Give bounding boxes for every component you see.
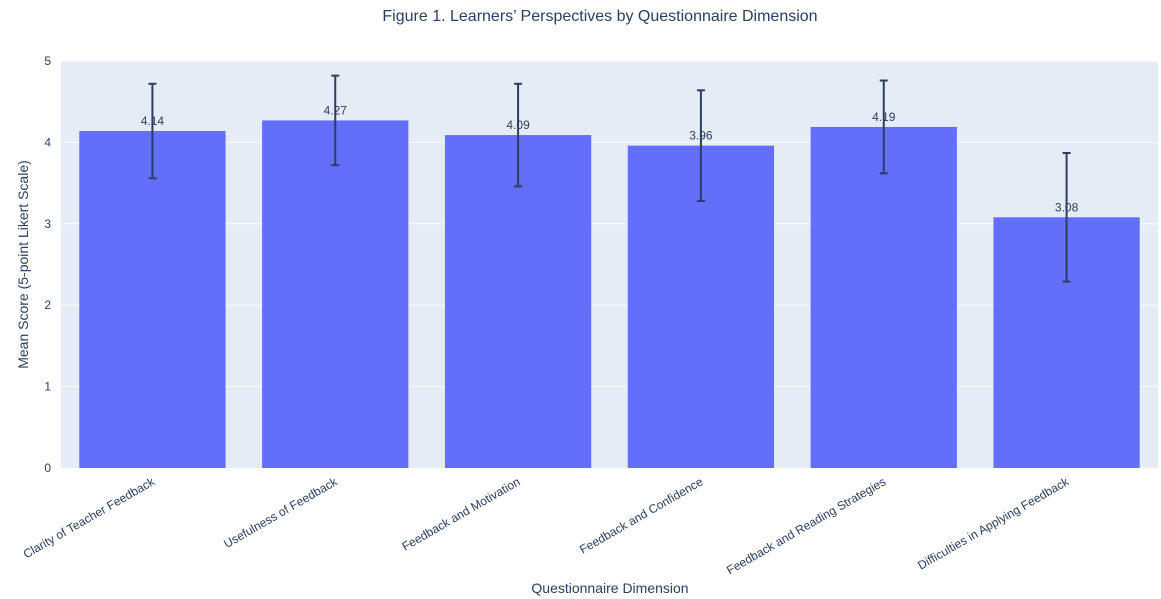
error-bar <box>148 82 157 180</box>
plot-area <box>61 61 1158 468</box>
y-tick-label: 2 <box>44 298 51 312</box>
y-tick-label: 4 <box>44 135 51 149</box>
data-label: 3.08 <box>1055 200 1079 214</box>
bar <box>810 126 957 469</box>
data-labels: 4.14 4.27 4.09 3.96 4.19 3.08 <box>141 103 1079 214</box>
y-tick-label: 0 <box>44 461 51 475</box>
x-tick-label: Usefulness of Feedback <box>221 474 340 551</box>
x-tick-label: Feedback and Motivation <box>399 474 522 553</box>
x-tick-label: Difficulties in Applying Feedback <box>915 474 1072 573</box>
bars <box>79 120 1140 469</box>
data-label: 4.09 <box>506 118 530 132</box>
x-axis-title: Questionnaire Dimension <box>531 580 688 596</box>
x-tick-label: Clarity of Teacher Feedback <box>21 474 158 561</box>
data-label: 4.14 <box>141 114 165 128</box>
error-bars <box>148 74 1071 283</box>
y-tick-label: 1 <box>44 380 51 394</box>
error-bar <box>514 82 523 188</box>
bar <box>444 135 592 468</box>
error-bar <box>331 74 340 167</box>
chart-title: Figure 1. Learners’ Perspectives by Ques… <box>382 8 817 25</box>
bar <box>262 120 409 468</box>
data-label: 3.96 <box>689 129 713 143</box>
error-bar <box>696 89 705 203</box>
y-tick-label: 5 <box>44 54 51 68</box>
bar <box>79 131 226 468</box>
gridlines <box>61 60 1158 388</box>
x-tick-label: Feedback and Reading Strategies <box>724 474 888 577</box>
y-axis-title: Mean Score (5-point Likert Scale) <box>15 160 31 369</box>
error-bar <box>1062 151 1071 283</box>
x-tick-label: Feedback and Confidence <box>577 474 706 556</box>
y-tick-label: 3 <box>44 217 51 231</box>
y-axis-ticks: 0 1 2 3 4 5 <box>44 54 51 475</box>
error-bar <box>879 79 888 175</box>
data-label: 4.19 <box>872 110 896 124</box>
x-axis-ticks: Clarity of Teacher Feedback Usefulness of… <box>21 474 1072 577</box>
data-label: 4.27 <box>324 103 348 117</box>
